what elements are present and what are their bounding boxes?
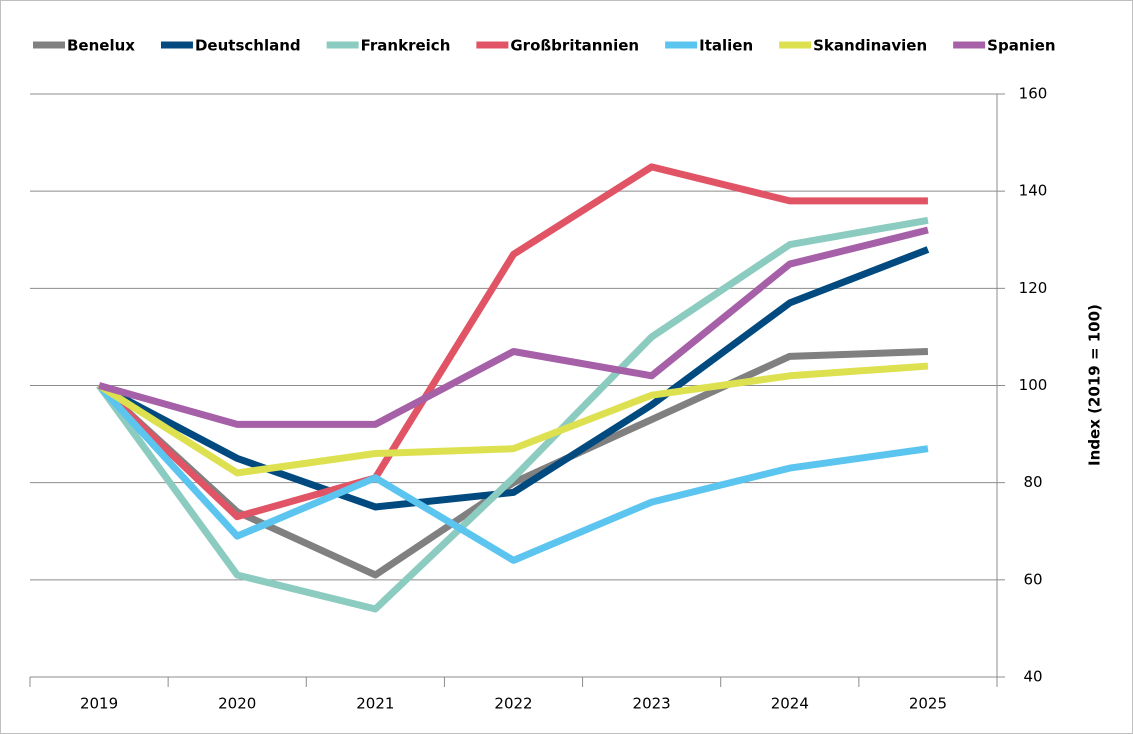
series-line [97, 246, 930, 511]
x-tick-label: 2021 [356, 695, 394, 713]
legend-label: Frankreich [361, 37, 451, 55]
y-tick-label: 40 [1023, 668, 1042, 686]
series-line [98, 226, 929, 428]
x-tick-label: 2020 [218, 695, 256, 713]
series-line [96, 383, 929, 564]
series-line [96, 163, 928, 521]
x-tick-label: 2022 [494, 695, 532, 713]
x-tick-label: 2023 [633, 695, 671, 713]
legend-label: Spanien [987, 37, 1055, 55]
x-tick-label: 2024 [771, 695, 809, 713]
y-axis-label: Index (2019 = 100) [1086, 304, 1104, 466]
series-line [96, 216, 929, 613]
y-tick-label: 60 [1023, 570, 1042, 588]
y-tick-label: 120 [1019, 279, 1048, 297]
x-tick-label: 2019 [80, 695, 118, 713]
x-tick-label: 2025 [909, 695, 947, 713]
legend-label: Italien [699, 37, 753, 55]
legend-label: Deutschland [195, 37, 301, 55]
y-tick-label: 100 [1019, 376, 1048, 394]
legend-label: Skandinavien [813, 37, 927, 55]
series-line [96, 347, 929, 579]
legend-label: Großbritannien [510, 37, 639, 55]
y-tick-label: 160 [1019, 85, 1048, 103]
y-tick-label: 140 [1019, 182, 1048, 200]
legend-label: Benelux [67, 37, 135, 55]
y-tick-label: 80 [1023, 473, 1042, 491]
series-line [97, 362, 929, 477]
